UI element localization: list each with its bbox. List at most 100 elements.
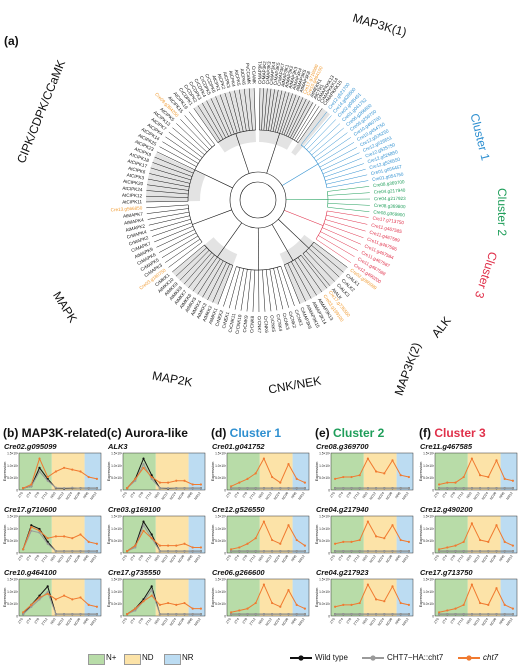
data-point bbox=[407, 540, 410, 543]
x-tick-label: NR6 bbox=[82, 617, 89, 625]
data-point bbox=[158, 481, 161, 484]
band-nd bbox=[155, 579, 189, 616]
leaf-label: AtCPK2 bbox=[217, 73, 227, 91]
x-tick-label: ZT0 bbox=[121, 554, 128, 561]
clade-stem-map3k2 bbox=[271, 224, 294, 261]
data-point bbox=[238, 609, 241, 612]
x-tick-label: ZT12 bbox=[457, 617, 465, 626]
data-point bbox=[271, 538, 274, 542]
leaf-branch bbox=[229, 91, 241, 133]
data-point bbox=[254, 601, 257, 605]
x-tick-label: ZT0 bbox=[433, 617, 440, 624]
leaf-branch bbox=[217, 265, 234, 305]
data-point bbox=[438, 550, 441, 553]
leaf-branch bbox=[319, 147, 358, 168]
data-point bbox=[142, 529, 145, 532]
series-line bbox=[126, 594, 201, 615]
x-tick-label: ND24 bbox=[273, 491, 281, 500]
data-point bbox=[350, 487, 353, 490]
leaf-branch bbox=[276, 267, 289, 308]
data-point bbox=[38, 466, 41, 469]
leaf-branch bbox=[313, 132, 348, 159]
data-point bbox=[334, 542, 337, 545]
data-point bbox=[383, 472, 386, 475]
data-point bbox=[246, 613, 249, 616]
data-point bbox=[191, 550, 194, 553]
leaf-label: CrMAP3K5 bbox=[273, 62, 281, 86]
data-point bbox=[454, 613, 457, 616]
y-tick-label: 5.0×10² bbox=[111, 476, 122, 480]
data-point bbox=[454, 550, 457, 553]
x-tick-label: ND36 bbox=[489, 554, 497, 563]
plot-frame bbox=[434, 578, 518, 617]
gene-title: Cre04.g217923 bbox=[316, 568, 369, 577]
leaf-label: CrMAPK4 bbox=[126, 229, 147, 240]
gene-title: Cre10.g464100 bbox=[4, 568, 57, 577]
panel-letter-d: (d) bbox=[211, 426, 230, 440]
leaf-branch bbox=[258, 88, 261, 131]
data-point bbox=[134, 546, 137, 549]
x-tick-label: NR12 bbox=[401, 554, 409, 563]
y-axis-label: Expression bbox=[315, 462, 319, 482]
y-axis-label: Expression bbox=[315, 588, 319, 608]
data-point bbox=[479, 538, 482, 542]
y-axis-label: Expression bbox=[3, 588, 7, 608]
gene-title: Cre01.g041752 bbox=[212, 442, 265, 451]
leaf-label: AtCPK3 bbox=[222, 71, 231, 89]
band-nd bbox=[259, 579, 293, 616]
x-tick-label: ND12 bbox=[369, 554, 377, 563]
leaf-branch bbox=[215, 96, 232, 136]
data-point bbox=[71, 598, 74, 601]
data-point bbox=[230, 613, 233, 616]
leaf-branch bbox=[147, 211, 190, 220]
leaf-branch bbox=[206, 100, 227, 138]
data-point bbox=[183, 550, 186, 553]
leaf-label: AtMKK1 bbox=[208, 307, 219, 325]
y-tick-label: 5.0×10² bbox=[215, 539, 226, 543]
leaf-branch bbox=[188, 111, 216, 145]
y-tick-label: 1.5×10³ bbox=[319, 515, 330, 519]
panel-header-e: (e) Cluster 2 bbox=[315, 424, 384, 442]
data-point bbox=[511, 607, 514, 610]
data-point bbox=[375, 470, 378, 473]
gene-title: Cre03.g169100 bbox=[108, 505, 161, 514]
data-point bbox=[262, 457, 265, 460]
data-point bbox=[399, 487, 402, 490]
y-tick-label: 1.0×10³ bbox=[111, 527, 122, 531]
data-point bbox=[150, 589, 153, 592]
leaf-branch bbox=[273, 268, 284, 310]
data-point bbox=[366, 613, 369, 616]
data-point bbox=[358, 487, 361, 490]
data-point bbox=[342, 475, 345, 479]
leaf-label: AtCIPK20 bbox=[123, 179, 144, 187]
x-tick-label: ZT8 bbox=[346, 491, 353, 498]
leaf-branch bbox=[268, 89, 275, 131]
leaf-branch bbox=[325, 168, 366, 181]
root-ring-inner bbox=[239, 181, 277, 219]
plot-frame bbox=[434, 515, 518, 554]
leaf-branch bbox=[180, 119, 210, 150]
data-point bbox=[495, 487, 498, 490]
x-tick-label: NR12 bbox=[505, 554, 513, 563]
series-line bbox=[126, 524, 201, 552]
data-point bbox=[495, 550, 498, 553]
data-point bbox=[383, 600, 386, 603]
leaf-branch bbox=[324, 163, 364, 178]
y-tick-label: 1.0×10³ bbox=[319, 527, 330, 531]
data-point bbox=[46, 585, 49, 588]
y-tick-label: 0 bbox=[16, 489, 18, 493]
y-tick-label: 0 bbox=[432, 489, 434, 493]
series-line bbox=[126, 463, 201, 489]
legend-label-wt: Wild type bbox=[315, 653, 348, 662]
x-tick-label: ND24 bbox=[377, 617, 385, 626]
x-tick-label: ND36 bbox=[385, 554, 393, 563]
series-line bbox=[230, 583, 306, 613]
data-point bbox=[454, 607, 457, 610]
data-point bbox=[358, 550, 361, 553]
y-tick-label: 5.0×10² bbox=[7, 539, 18, 543]
y-axis-label: Expression bbox=[211, 588, 215, 608]
x-tick-label: ND24 bbox=[481, 617, 489, 626]
series-line bbox=[22, 591, 97, 615]
y-tick-label: 1.5×10³ bbox=[7, 515, 18, 519]
